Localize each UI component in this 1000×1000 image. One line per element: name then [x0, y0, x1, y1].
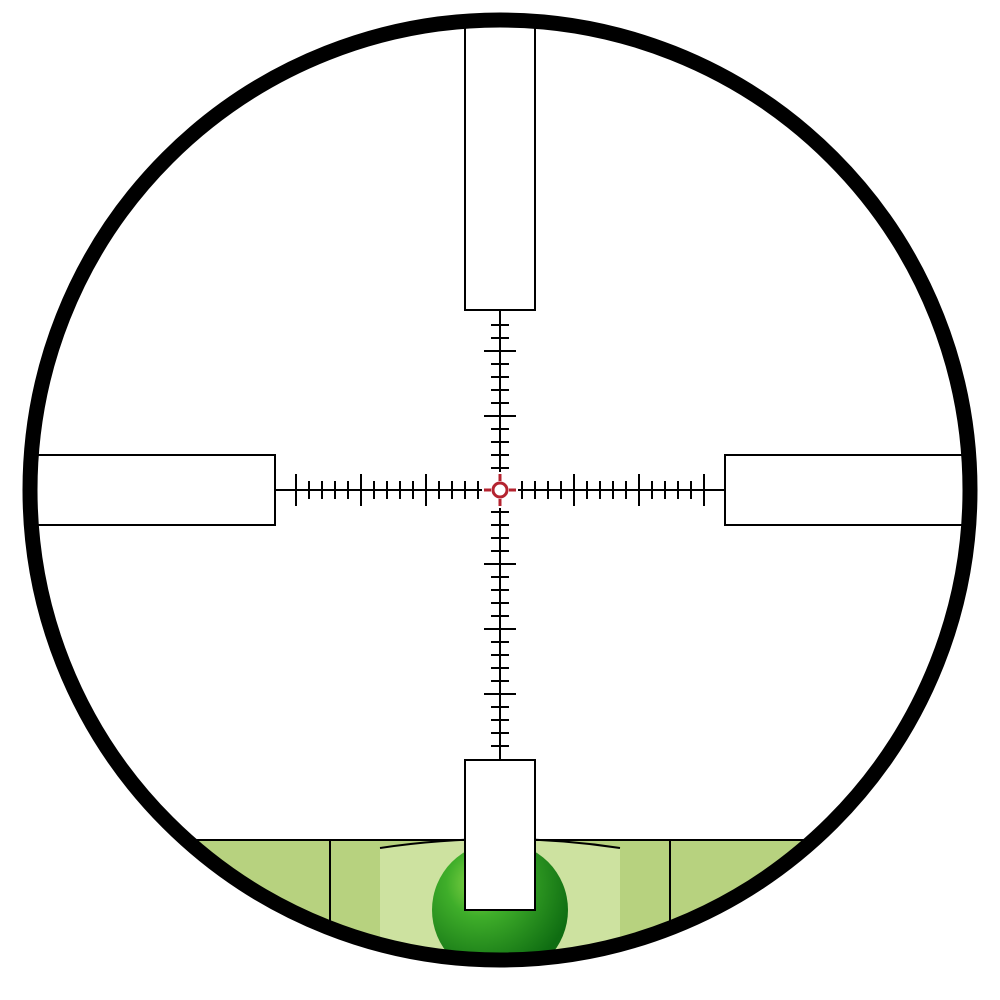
reticle-diagram [0, 0, 1000, 1000]
